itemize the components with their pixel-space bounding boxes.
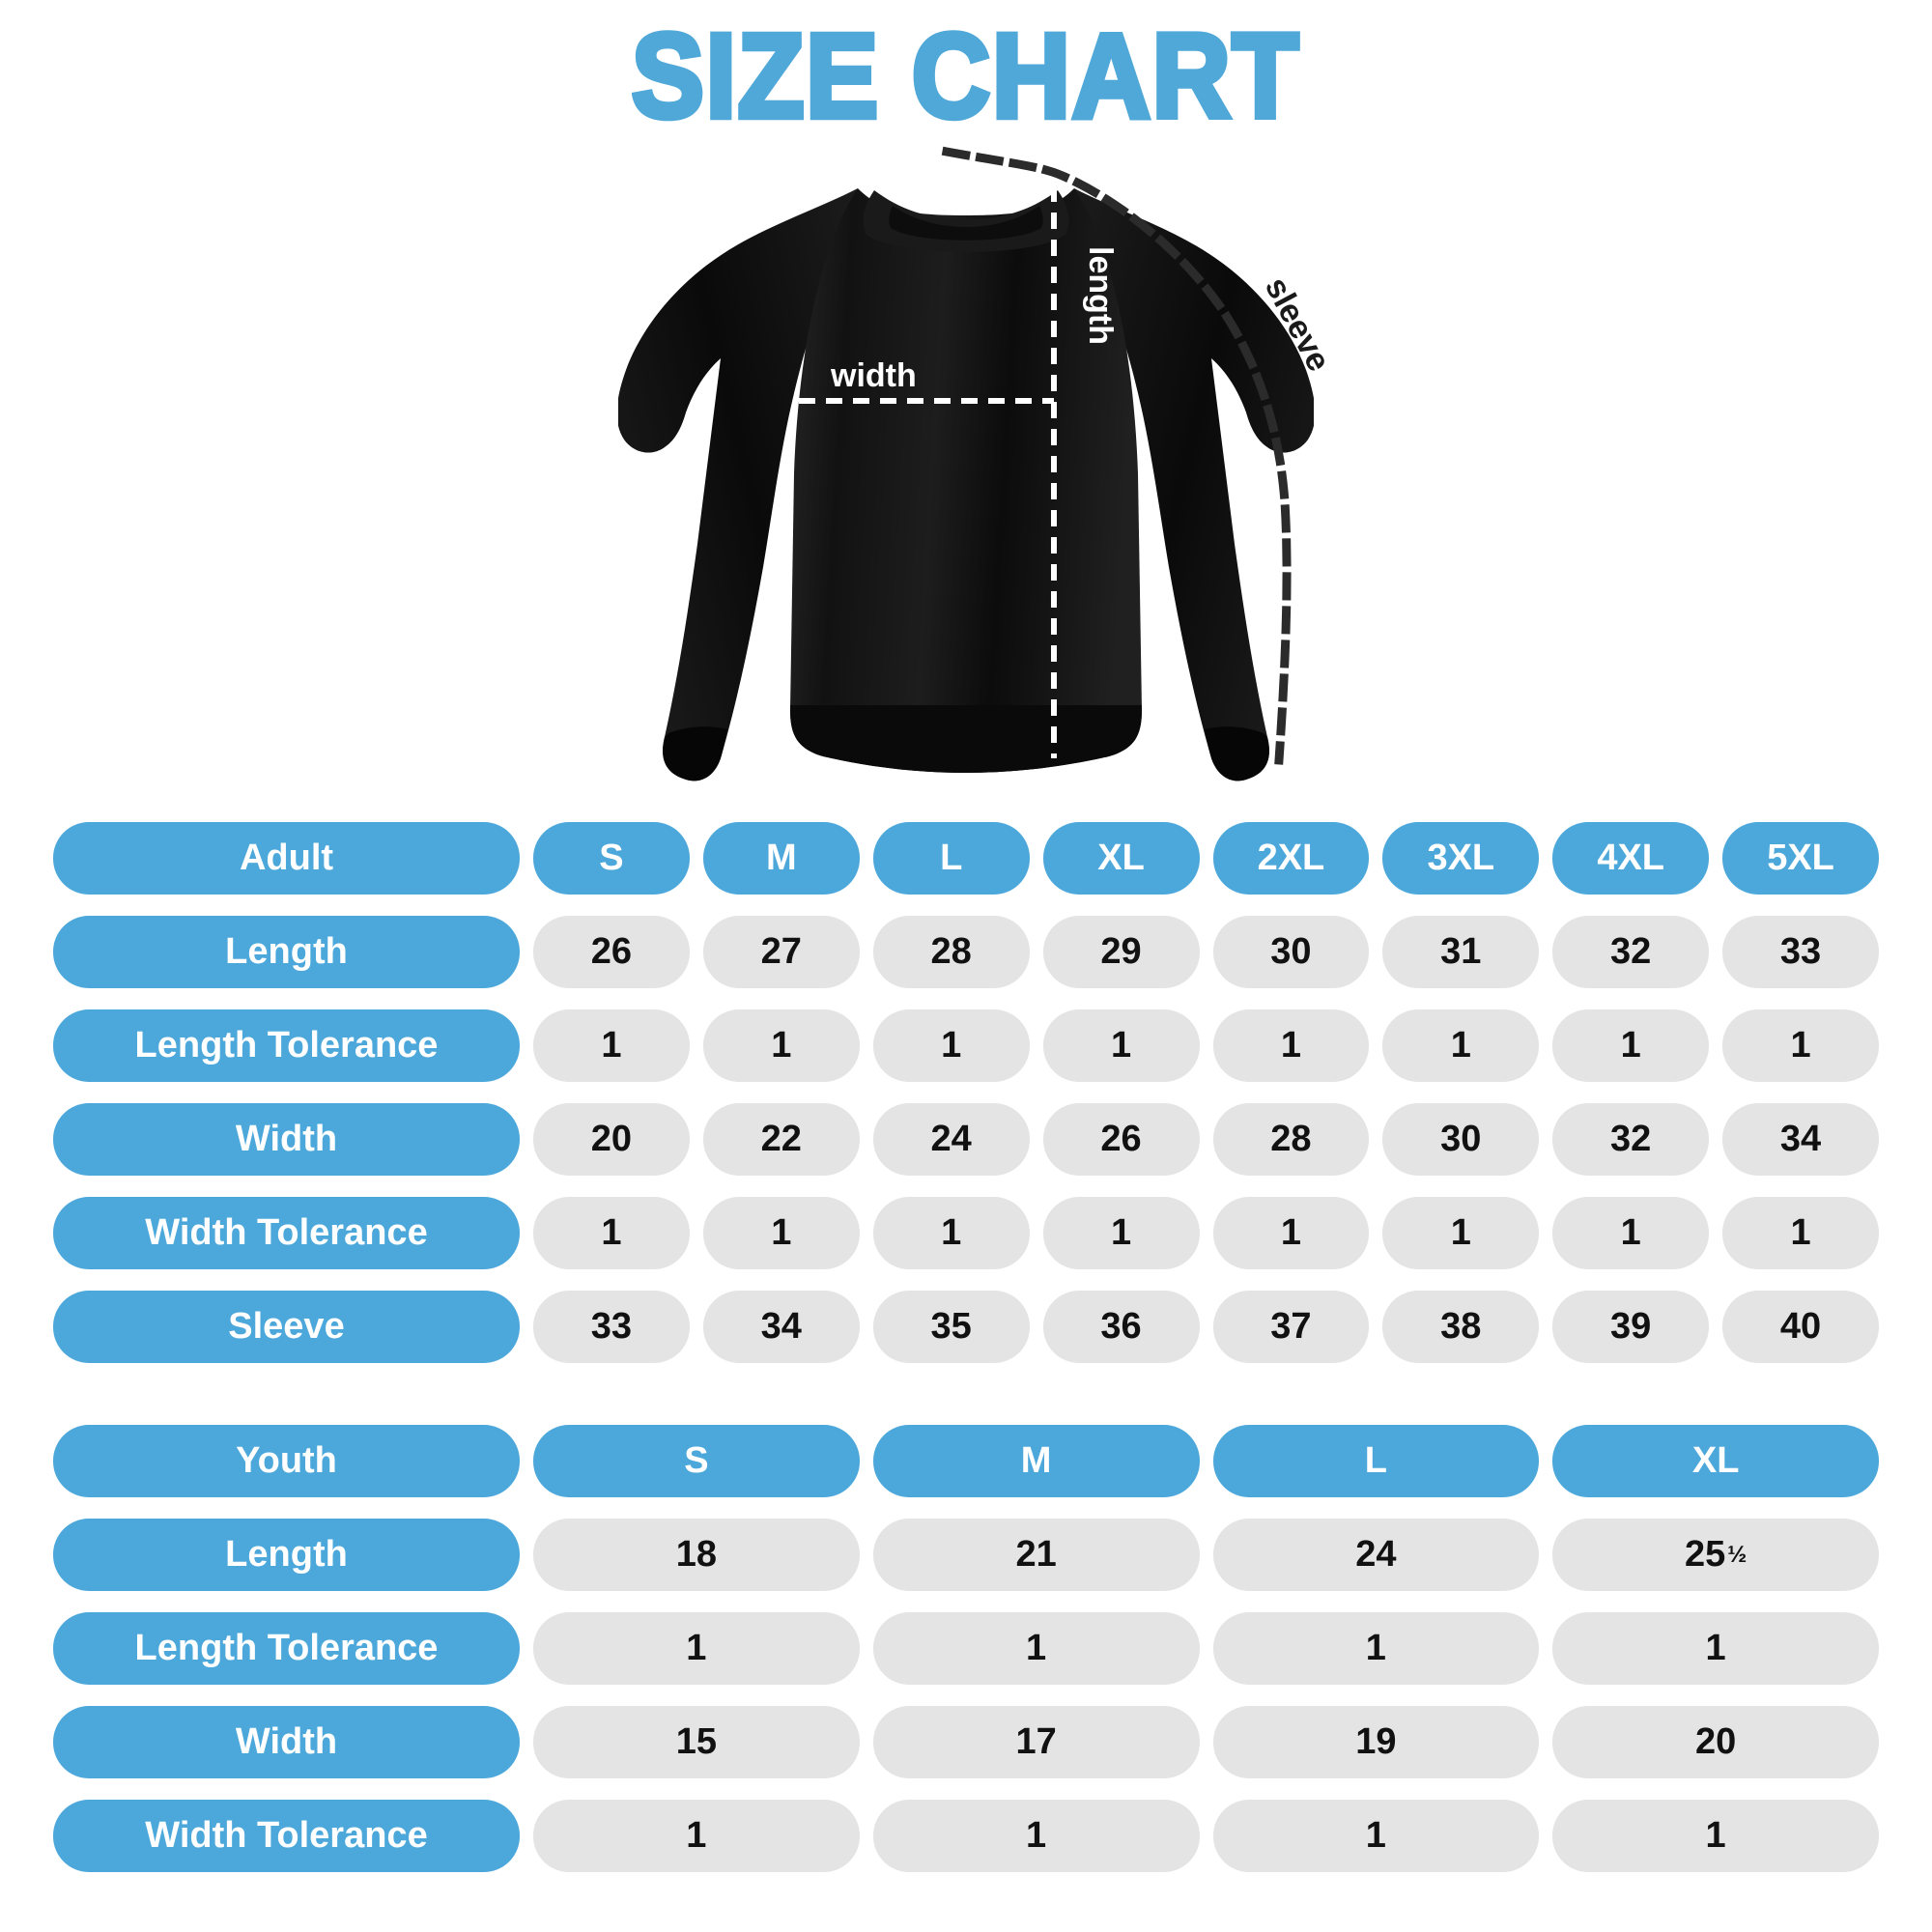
svg-text:width: width [830, 357, 917, 394]
svg-text:sleeve: sleeve [1258, 271, 1337, 378]
svg-text:length: length [1082, 246, 1119, 345]
